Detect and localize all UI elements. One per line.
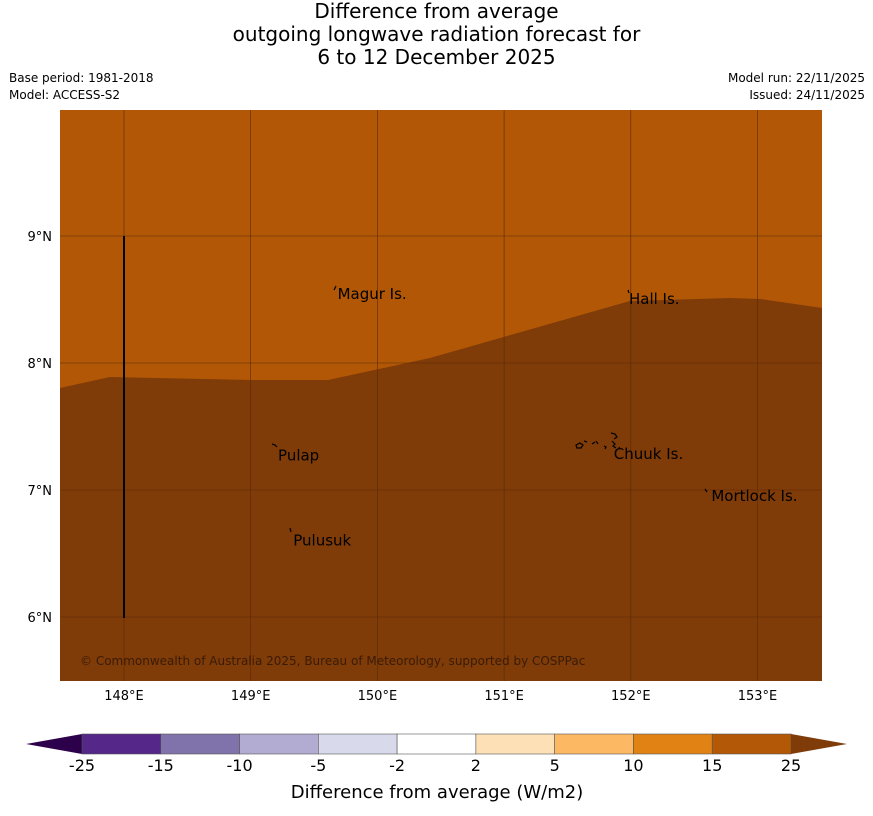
colorbar-over-arrow <box>791 734 847 754</box>
colorbar-box <box>318 733 398 755</box>
issued-text: Issued: 24/11/2025 <box>749 88 865 102</box>
place-labels: Magur Is. Hall Is. Pulap Chuuk Is. Mortlock … <box>278 285 798 549</box>
place-label: Pulusuk <box>293 532 351 550</box>
colorbar-tick-label: -10 <box>226 756 252 775</box>
place-label: Magur Is. <box>338 285 407 303</box>
colorbar-tick-label: -15 <box>148 756 174 775</box>
colorbar-tick-label: -25 <box>69 756 95 775</box>
place-label: Hall Is. <box>629 290 680 308</box>
longitude-tick-label: 153°E <box>738 689 778 704</box>
meta-left: Base period: 1981-2018 Model: ACCESS-S2 <box>9 70 154 104</box>
island-marks <box>271 285 708 533</box>
colorbar-title: Difference from average (W/m2) <box>291 782 583 803</box>
title-line-2: outgoing longwave radiation forecast for <box>232 22 641 46</box>
longitude-tick-label: 151°E <box>484 689 524 704</box>
meta-right: Model run: 22/11/2025 Issued: 24/11/2025 <box>728 70 865 104</box>
colorbar-tick-label: 2 <box>471 756 481 775</box>
longitude-tick-label: 150°E <box>358 689 398 704</box>
latitude-tick-label: 9°N <box>28 230 53 245</box>
longitude-tick-label: 152°E <box>611 689 651 704</box>
colorbar-box <box>475 733 555 755</box>
chart-title: Difference from average outgoing longwav… <box>0 0 873 69</box>
map-area: Magur Is. Hall Is. Pulap Chuuk Is. Mortlock … <box>60 110 822 681</box>
colorbar-box <box>711 733 792 755</box>
colorbar-under-arrow <box>26 734 82 754</box>
longitude-tick-labels: 148°E 149°E 150°E 151°E 152°E 153°E <box>104 689 777 704</box>
copyright-text: © Commonwealth of Australia 2025, Bureau… <box>80 654 585 668</box>
longitude-tick-label: 149°E <box>231 689 271 704</box>
latitude-tick-label: 8°N <box>28 357 53 372</box>
island-mortlock <box>704 488 708 493</box>
latitude-tick-labels: 9°N 8°N 7°N 6°N <box>28 230 53 626</box>
island-pulap <box>271 443 278 448</box>
colorbar-boxes <box>81 733 792 755</box>
colorbar-box <box>554 733 634 755</box>
island-pulusuk <box>289 527 292 533</box>
model-text: Model: ACCESS-S2 <box>9 88 121 102</box>
colorbar-tick-label: 5 <box>550 756 560 775</box>
place-label: Pulap <box>278 446 319 464</box>
latitude-tick-label: 6°N <box>28 611 53 626</box>
colorbar-box <box>81 733 162 755</box>
island-chuuk <box>575 432 621 450</box>
colorbar-tick-label: 10 <box>623 756 643 775</box>
colorbar-tick-label: 25 <box>781 756 801 775</box>
place-label: Mortlock Is. <box>711 487 797 505</box>
colorbar-tick-label: 15 <box>702 756 722 775</box>
island-magur <box>333 285 337 291</box>
colorbar-box <box>239 733 319 755</box>
colorbar-box <box>160 733 240 755</box>
model-run-text: Model run: 22/11/2025 <box>727 71 865 85</box>
title-line-1: Difference from average <box>314 0 559 23</box>
colorbar-tick-label: -5 <box>310 756 326 775</box>
base-period-text: Base period: 1981-2018 <box>9 71 154 85</box>
longitude-tick-label: 148°E <box>104 689 144 704</box>
latitude-tick-label: 7°N <box>28 484 53 499</box>
title-line-3: 6 to 12 December 2025 <box>317 45 556 69</box>
colorbar-box <box>396 733 477 755</box>
island-hall <box>627 289 630 294</box>
colorbar-box <box>633 733 713 755</box>
place-label: Chuuk Is. <box>614 445 683 463</box>
colorbar-labels: -25 -15 -10 -5 -2 2 5 10 15 25 <box>69 756 801 775</box>
gridlines <box>60 110 822 681</box>
colorbar: -25 -15 -10 -5 -2 2 5 10 15 25 Difference from av… <box>26 733 847 803</box>
colorbar-tick-label: -2 <box>389 756 405 775</box>
